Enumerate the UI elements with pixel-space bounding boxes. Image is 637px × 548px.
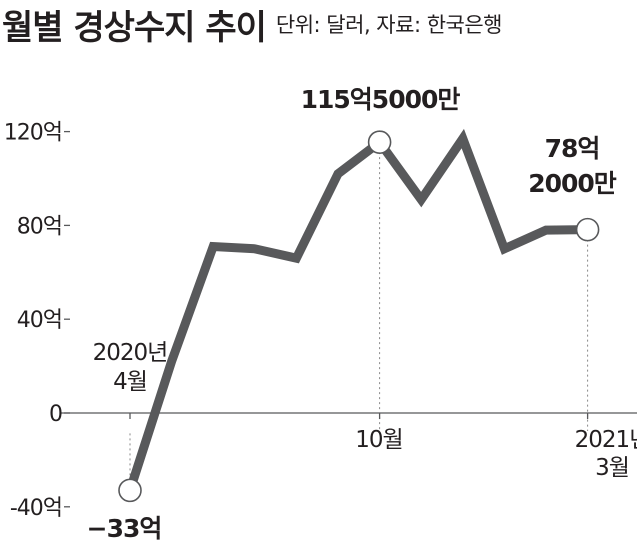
series-layer [125,128,588,492]
data-point-marker [118,478,142,503]
value-annotation: 2000만 [528,169,617,198]
y-tick-label: 80억 [17,214,62,239]
value-annotation: 78억 [545,134,600,163]
y-tick-label: -40억 [10,496,62,521]
y-tick-label: 120억 [4,121,62,146]
data-point-marker [367,130,392,154]
marker-layer [118,130,600,503]
title-row: 월별 경상수지 추이 단위: 달러, 자료: 한국은행 [2,0,502,48]
chart-title: 월별 경상수지 추이 [2,7,267,48]
y-tick-labels: 120억 80억 40억 0 -40억 [4,121,63,521]
y-tick-label: 0 [49,402,62,427]
unit-source-note: 단위: 달러, 자료: 한국은행 [275,13,503,37]
x-axis-label: 2021년 [575,427,637,453]
x-axis-label: 4월 [113,369,147,395]
value-annotation: 115억5000만 [301,85,461,114]
x-axis-label: 2020년 [93,340,168,366]
series-line [125,128,588,492]
value-annotation: −33억 [87,514,162,543]
data-point-marker [575,217,600,242]
y-tick-label: 40억 [17,308,62,333]
x-axis-label: 3월 [595,455,629,481]
x-axis-label: 10월 [355,427,402,453]
x-tick-labels: 2020년 4월 10월 2021년3월 [93,340,637,481]
annotation-layer: −33억 115억5000만 78억 2000만 [87,85,618,543]
